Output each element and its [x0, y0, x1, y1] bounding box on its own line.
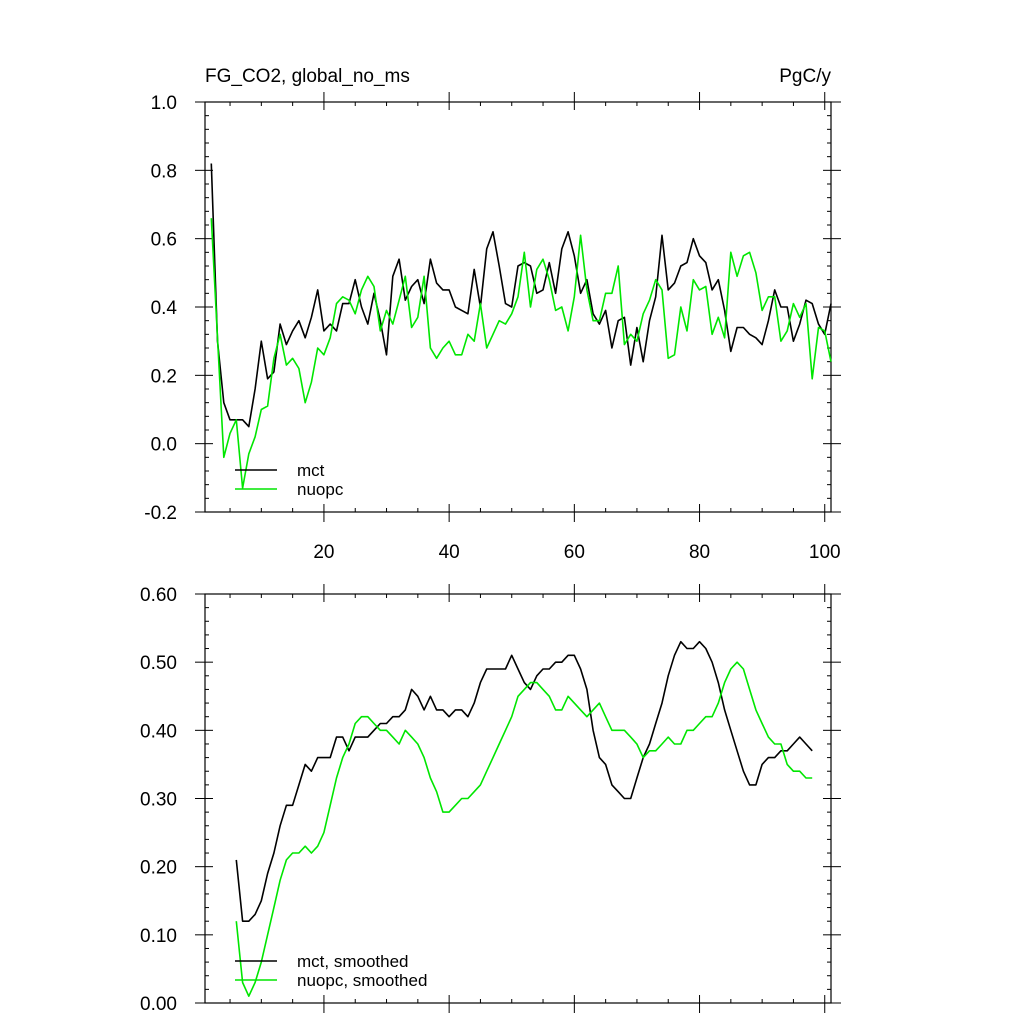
- x-tick-label: 100: [809, 542, 841, 563]
- axis-ticks: [195, 584, 841, 1013]
- y-tick-label: 0.0: [151, 435, 177, 456]
- legend-label: mct: [297, 461, 325, 480]
- top-panel: 20 40 60 80 100 -0.2 0.0 0.2 0.4 0.6 0.8 1.0 FG_CO2,…: [144, 66, 841, 563]
- x-tick-label: 60: [564, 542, 585, 563]
- x-tick-label: 20: [313, 542, 334, 563]
- y-tick-label: 0.60: [140, 585, 177, 606]
- x-tick-label: 80: [689, 542, 710, 563]
- series-line-mct: [210, 163, 832, 428]
- y-tick-label: 0.40: [140, 721, 177, 742]
- y-tick-label: 0.6: [151, 230, 177, 251]
- series-line-mct-smoothed: [235, 640, 813, 923]
- y-tick-label: 0.30: [140, 790, 177, 811]
- y-tick-label: 0.50: [140, 653, 177, 674]
- legend-label: nuopc, smoothed: [297, 971, 427, 990]
- legend-label: nuopc: [297, 480, 344, 499]
- chart-title: FG_CO2, global_no_ms: [205, 66, 410, 87]
- y-tick-label: 0.00: [140, 994, 177, 1015]
- units-label: PgC/y: [779, 66, 831, 87]
- y-tick-label: 0.2: [151, 366, 177, 387]
- bottom-panel: 0.00 0.10 0.20 0.30 0.40 0.50 0.60 mct, smoothe…: [140, 584, 841, 1015]
- legend-label: mct, smoothed: [297, 952, 409, 971]
- series-line-nuopc: [210, 218, 832, 489]
- y-tick-label: 0.8: [151, 161, 177, 182]
- y-tick-label: 0.4: [151, 298, 178, 319]
- series-line-nuopc-smoothed: [235, 661, 813, 998]
- y-tick-label: 1.0: [151, 93, 177, 114]
- x-tick-label: 40: [439, 542, 460, 563]
- y-tick-label: 0.20: [140, 858, 177, 879]
- y-tick-label: 0.10: [140, 926, 177, 947]
- y-tick-label: -0.2: [144, 503, 177, 524]
